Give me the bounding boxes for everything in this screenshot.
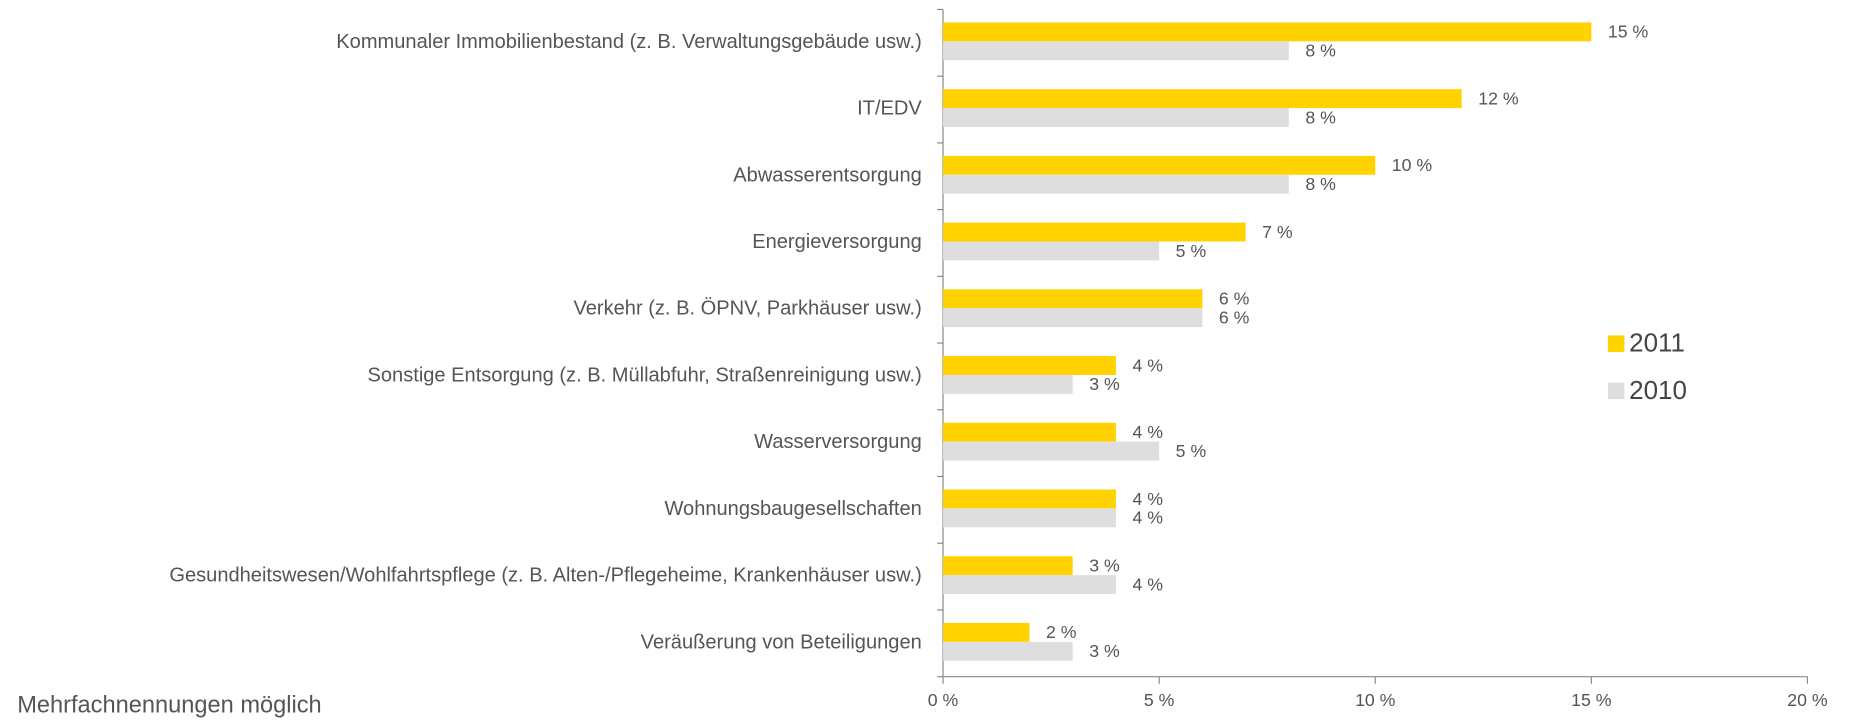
value-label: 3 % bbox=[1089, 374, 1120, 394]
x-tick-label: 15 % bbox=[1571, 690, 1612, 710]
bar bbox=[943, 641, 1073, 661]
bar bbox=[943, 222, 1246, 242]
bar bbox=[943, 241, 1160, 261]
bar bbox=[943, 41, 1289, 61]
category-label: Gesundheitswesen/Wohlfahrtspflege (z. B.… bbox=[169, 565, 921, 587]
value-label: 2 % bbox=[1046, 622, 1077, 642]
value-label: 7 % bbox=[1262, 222, 1293, 242]
legend-swatch bbox=[1607, 335, 1625, 352]
value-label: 6 % bbox=[1219, 308, 1250, 328]
category-label: Abwasserentsorgung bbox=[733, 164, 921, 186]
category-label: Veräußerung von Beteiligungen bbox=[641, 631, 922, 653]
value-label: 8 % bbox=[1305, 174, 1336, 194]
value-label: 5 % bbox=[1176, 241, 1207, 261]
bar bbox=[943, 441, 1160, 461]
value-label: 4 % bbox=[1132, 574, 1163, 594]
x-tick-label: 20 % bbox=[1787, 690, 1828, 710]
legend-label: 2011 bbox=[1629, 328, 1685, 358]
value-label: 15 % bbox=[1608, 22, 1649, 42]
value-label: 8 % bbox=[1305, 41, 1336, 61]
x-tick-label: 10 % bbox=[1355, 690, 1396, 710]
category-label: Wohnungsbaugesellschaften bbox=[664, 498, 921, 520]
bar bbox=[943, 356, 1116, 375]
value-label: 5 % bbox=[1176, 441, 1207, 461]
bar bbox=[943, 108, 1289, 127]
value-label: 10 % bbox=[1392, 155, 1433, 175]
bar bbox=[943, 622, 1030, 642]
legend-swatch bbox=[1607, 382, 1625, 400]
bar bbox=[943, 289, 1203, 309]
category-label: Verkehr (z. B. ÖPNV, Parkhäuser usw.) bbox=[574, 298, 922, 320]
bar bbox=[943, 508, 1116, 528]
x-tick-label: 5 % bbox=[1144, 690, 1175, 710]
bar bbox=[943, 89, 1462, 109]
legend-label: 2010 bbox=[1629, 375, 1687, 405]
value-label: 8 % bbox=[1305, 107, 1336, 127]
value-label: 4 % bbox=[1132, 508, 1163, 528]
bar bbox=[943, 489, 1116, 509]
category-label: Wasserversorgung bbox=[754, 431, 922, 453]
bar bbox=[943, 155, 1376, 175]
value-label: 4 % bbox=[1132, 422, 1163, 442]
value-label: 3 % bbox=[1089, 641, 1120, 661]
note: Mehrfachnennungen möglich bbox=[17, 692, 322, 718]
bar bbox=[943, 575, 1116, 595]
bar bbox=[943, 22, 1592, 42]
value-label: 6 % bbox=[1219, 289, 1250, 309]
bar bbox=[943, 422, 1116, 442]
value-label: 4 % bbox=[1132, 489, 1163, 509]
category-label: Energieversorgung bbox=[752, 231, 922, 253]
category-label: Kommunaler Immobilienbestand (z. B. Verw… bbox=[336, 31, 921, 53]
category-label: Sonstige Entsorgung (z. B. Müllabfuhr, S… bbox=[368, 364, 922, 386]
bar bbox=[943, 174, 1289, 194]
value-label: 12 % bbox=[1478, 88, 1519, 108]
value-label: 4 % bbox=[1132, 355, 1163, 375]
value-label: 3 % bbox=[1089, 556, 1120, 576]
bar bbox=[943, 556, 1073, 576]
category-label: IT/EDV bbox=[857, 98, 922, 120]
bar bbox=[943, 308, 1203, 328]
bar bbox=[943, 374, 1073, 394]
x-tick-label: 0 % bbox=[928, 690, 959, 710]
